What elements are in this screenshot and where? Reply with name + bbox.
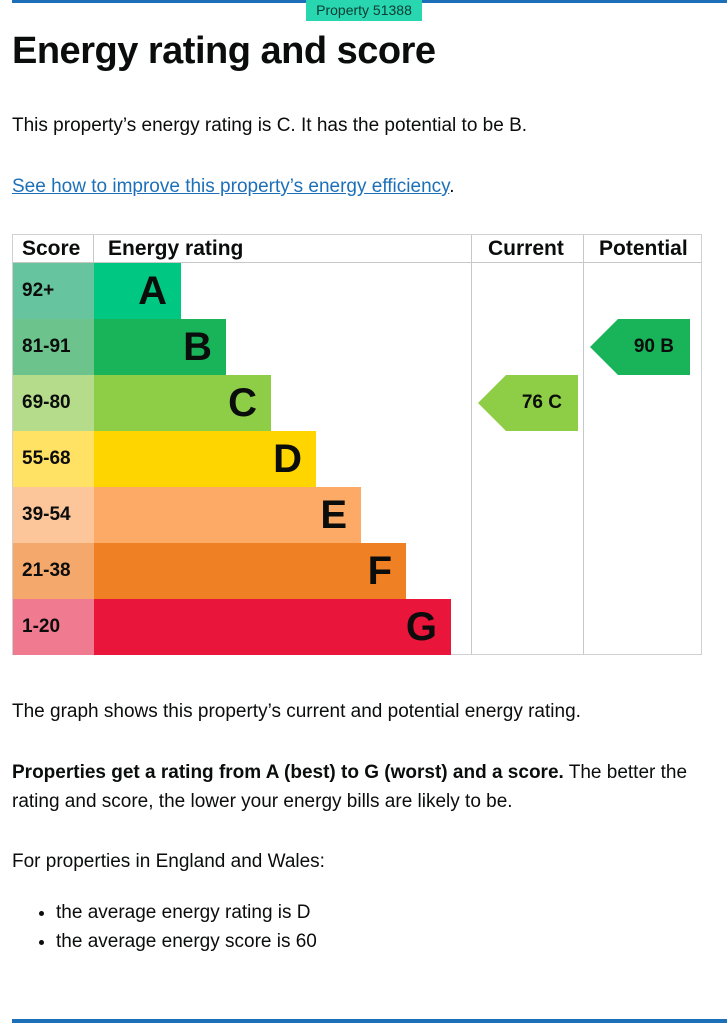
- score-band-f: 21-38: [13, 543, 94, 599]
- header-current: Current: [488, 237, 564, 260]
- ratings-rest: The better the rating and score, the low…: [12, 762, 688, 812]
- ratings-explanation: Properties get a rating from A (best) to…: [12, 758, 712, 816]
- rating-summary: This property’s energy rating is C. It h…: [12, 115, 528, 136]
- column-divider: [93, 235, 94, 263]
- energy-rating-chart: Score Energy rating Current Potential 92…: [12, 234, 702, 655]
- page-title: Energy rating and score: [12, 30, 436, 72]
- score-band-a: 92+: [13, 263, 94, 319]
- improve-link-paragraph: See how to improve this property’s energ…: [12, 172, 455, 201]
- score-band-g: 1-20: [13, 599, 94, 655]
- score-band-b: 81-91: [13, 319, 94, 375]
- rating-letter: D: [273, 437, 302, 481]
- rating-letter: G: [405, 605, 437, 649]
- ratings-bold: Properties get a rating from A (best) to…: [12, 762, 564, 783]
- averages-list: the average energy rating is D the avera…: [12, 898, 317, 956]
- header-divider: [13, 262, 701, 263]
- improve-efficiency-link[interactable]: See how to improve this property’s energ…: [12, 176, 450, 197]
- list-item: the average energy score is 60: [56, 927, 317, 956]
- bottom-border: [12, 1019, 727, 1023]
- header-energy-rating: Energy rating: [108, 237, 244, 260]
- rating-letter: F: [367, 549, 392, 593]
- rating-letter: E: [320, 493, 347, 537]
- rating-bar-e: E: [94, 487, 361, 543]
- score-band-d: 55-68: [13, 431, 94, 487]
- rating-bar-g: G: [94, 599, 451, 655]
- score-band-c: 69-80: [13, 375, 94, 431]
- rating-bar-c: C: [94, 375, 271, 431]
- link-suffix: .: [449, 176, 455, 197]
- column-divider: [583, 235, 584, 654]
- header-score: Score: [22, 237, 81, 260]
- graph-note: The graph shows this property’s current …: [12, 701, 581, 722]
- rating-letter: C: [228, 381, 257, 425]
- current-rating-arrow: 76 C: [478, 375, 578, 431]
- header-potential: Potential: [599, 237, 688, 260]
- rating-bar-f: F: [94, 543, 406, 599]
- potential-rating-arrow: 90 B: [590, 319, 690, 375]
- rating-letter: B: [183, 325, 212, 369]
- rating-bar-a: A: [94, 263, 181, 319]
- list-item: the average energy rating is D: [56, 898, 317, 927]
- rating-bar-b: B: [94, 319, 226, 375]
- property-badge: Property 51388: [306, 0, 422, 21]
- column-divider: [471, 235, 472, 654]
- score-band-e: 39-54: [13, 487, 94, 543]
- rating-letter: A: [138, 269, 167, 313]
- rating-bar-d: D: [94, 431, 316, 487]
- region-intro: For properties in England and Wales:: [12, 851, 325, 872]
